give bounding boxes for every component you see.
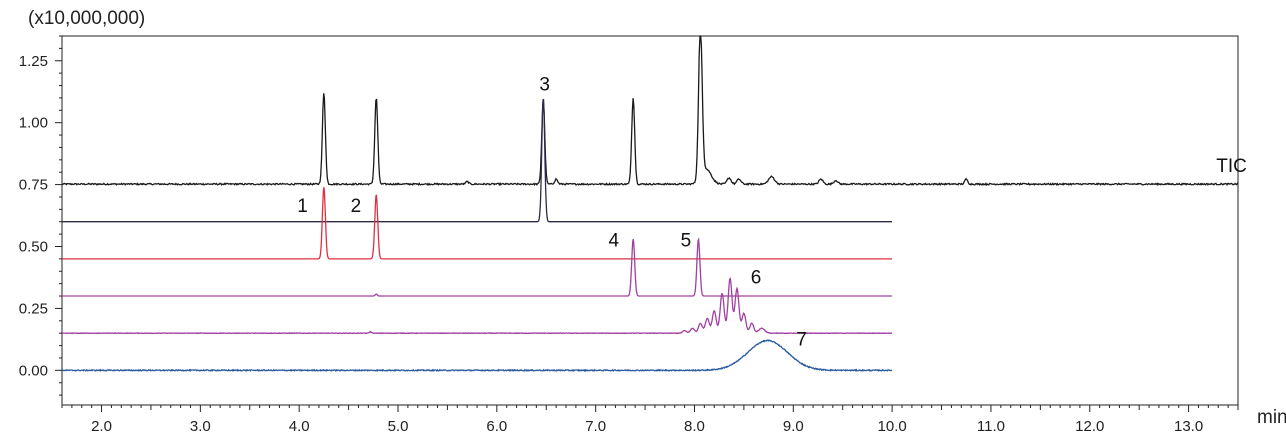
- x-tick-label: 13.0: [1174, 418, 1203, 435]
- peak-label: 7: [796, 330, 807, 351]
- series-line: [61, 35, 1239, 187]
- y-tick-label: 0.25: [19, 300, 48, 317]
- series-line: [62, 98, 893, 223]
- x-tick-label: 12.0: [1075, 418, 1104, 435]
- peak-label: 5: [681, 231, 692, 252]
- y-axis-unit-label: (x10,000,000): [28, 8, 145, 29]
- peak-annotations: TIC 1 2 3 4 5 6 7: [297, 74, 1247, 350]
- y-tick-label: 0.00: [19, 362, 48, 379]
- x-tick-label: 9.0: [783, 418, 804, 435]
- y-tick-label: 0.50: [19, 239, 48, 256]
- series-line: [62, 187, 893, 260]
- x-tick-label: 5.0: [388, 418, 409, 435]
- x-axis-unit-label: min: [1257, 407, 1286, 428]
- y-tick-label: 1.00: [19, 115, 48, 132]
- y-tick-label: 1.25: [19, 53, 48, 70]
- peak-label: TIC: [1216, 156, 1247, 177]
- x-tick-label: 11.0: [977, 418, 1005, 435]
- x-tick-label: 8.0: [684, 418, 705, 435]
- series-line: [61, 277, 893, 335]
- y-tick-label: 0.75: [19, 177, 48, 194]
- plot-frame: [61, 35, 1239, 406]
- x-tick-label: 7.0: [585, 418, 606, 435]
- peak-label: 4: [608, 231, 619, 252]
- x-tick-label: 6.0: [486, 418, 507, 435]
- x-tick-label: 4.0: [289, 418, 310, 435]
- series-group: [61, 35, 1239, 373]
- x-tick-label: 3.0: [190, 418, 211, 435]
- series-line: [62, 236, 893, 297]
- x-tick-label: 2.0: [91, 418, 112, 435]
- x-tick-label: 10.0: [878, 418, 907, 435]
- axis-ticks: 2.0 3.0 4.0 5.0 6.0 7.0 8.0 9.0 10.0 11.0 12.0 13.0…: [19, 35, 1239, 435]
- peak-label: 3: [539, 74, 550, 95]
- peak-label: 2: [351, 196, 362, 217]
- series-line: [61, 339, 893, 373]
- peak-label: 1: [297, 196, 308, 217]
- peak-label: 6: [751, 268, 762, 289]
